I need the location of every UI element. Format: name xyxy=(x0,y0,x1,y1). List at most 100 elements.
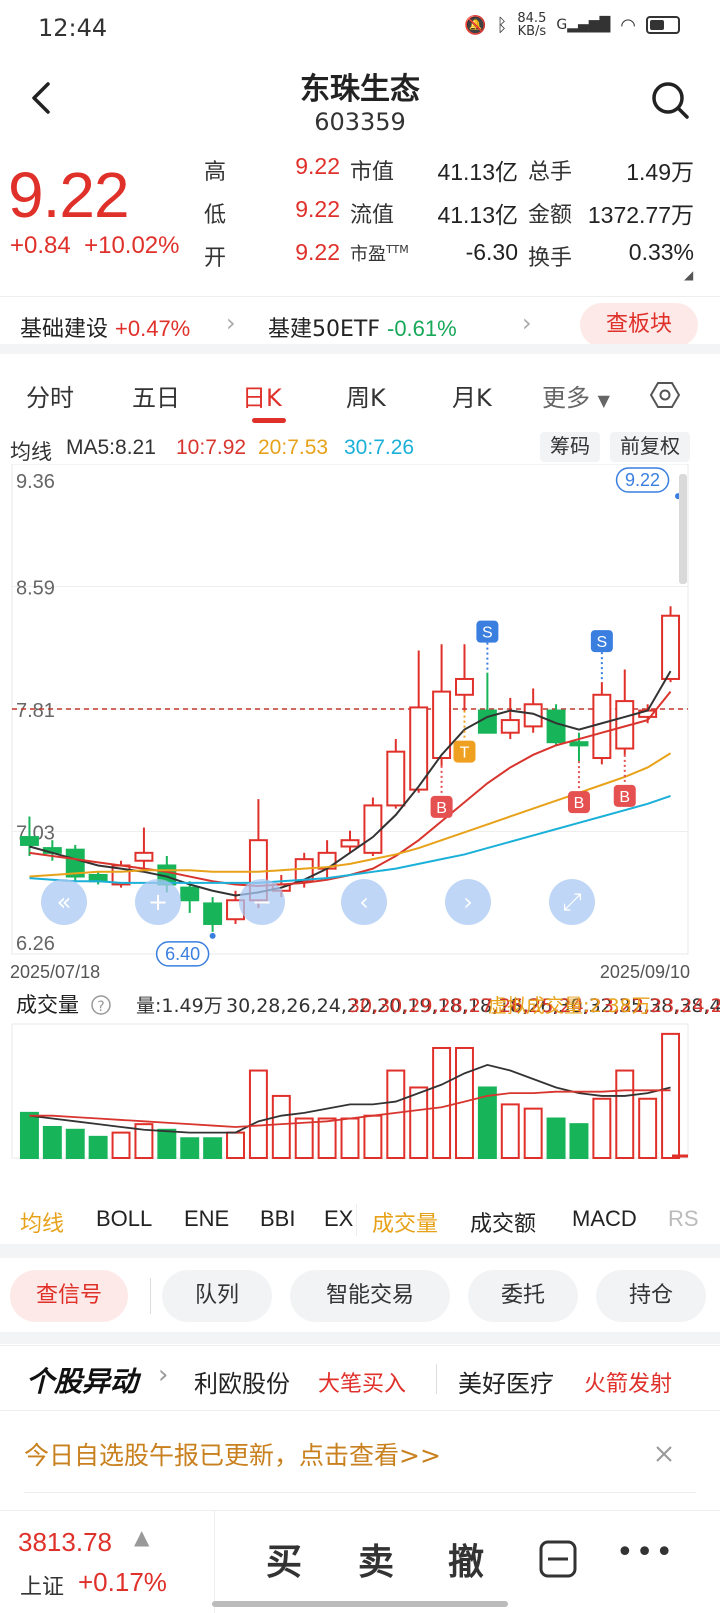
status-bar: 12:44 🔕 ᛒ 84.5 KB/s G▂▄▆█ ◠ xyxy=(0,0,720,56)
candle-body xyxy=(661,614,681,680)
zoom-minus-icon[interactable]: − xyxy=(239,879,285,925)
index-value[interactable]: 3813.78 xyxy=(18,1527,112,1557)
candle-body xyxy=(546,709,566,744)
period-tabs: 分时 五日 日K 周K 月K 更多 ▼ xyxy=(0,364,720,426)
scroll-left-icon[interactable]: ‹ xyxy=(341,879,387,925)
home-indicator xyxy=(212,1601,508,1607)
view-sector-button[interactable]: 查板块 xyxy=(580,303,698,347)
signal-marker-letter: T xyxy=(460,745,470,762)
check-signal-button[interactable]: 查信号 xyxy=(10,1270,128,1322)
stat-label: 市盈TTM xyxy=(350,243,409,265)
fullscreen-icon[interactable]: ⤢ xyxy=(549,879,595,925)
movers-logo: 个股异动 xyxy=(26,1365,139,1398)
stat-value: 9.22 xyxy=(295,196,340,222)
minus-box-icon[interactable] xyxy=(538,1539,578,1579)
adjust-button[interactable]: 前复权 xyxy=(610,432,690,462)
chart-control-button xyxy=(549,879,595,925)
ind-bbi[interactable]: BBI xyxy=(260,1206,296,1231)
stat-value: -6.30 xyxy=(465,239,518,265)
stock-movers-ticker[interactable]: 个股异动 › 利欧股份 大笔买入 美好医疗 火箭发射 xyxy=(0,1345,720,1411)
chips-button[interactable]: 筹码 xyxy=(540,432,600,462)
signal-marker-letter: S xyxy=(482,625,493,642)
low-price-tag xyxy=(155,941,210,967)
chevron-right-icon: › xyxy=(158,1360,169,1390)
candle-body xyxy=(523,703,543,728)
volume-bar xyxy=(203,1137,223,1159)
ind-boll[interactable]: BOLL xyxy=(96,1206,153,1231)
chart-control-glyph: › xyxy=(463,888,473,916)
search-icon[interactable] xyxy=(650,80,690,120)
bottom-trade-bar: 3813.78 ▲ 上证 +0.17% 买 卖 撤 ••• xyxy=(0,1510,720,1613)
ind-ma[interactable]: 均线 xyxy=(20,1211,65,1236)
notice-text[interactable]: 今日自选股午报已更新，点击查看>> xyxy=(24,1441,441,1470)
stat-label: 开 xyxy=(204,246,227,271)
sector-item-1[interactable]: 基础建设 +0.47% xyxy=(20,316,191,342)
volume-bar xyxy=(294,1117,314,1159)
more-icon[interactable]: ••• xyxy=(616,1535,676,1570)
caret-down-icon: ▼ xyxy=(597,391,610,410)
ind-macd[interactable]: MACD xyxy=(572,1206,637,1231)
volume-bar xyxy=(88,1135,108,1159)
divider xyxy=(24,1492,696,1493)
smart-trade-button[interactable]: 智能交易 xyxy=(290,1270,450,1322)
tab-intraday[interactable]: 分时 xyxy=(26,384,74,412)
sector-item-2[interactable]: 基建50ETF -0.61% xyxy=(268,316,457,342)
cancel-order-button[interactable]: 撤 xyxy=(448,1542,485,1583)
ind-volume[interactable]: 成交量 xyxy=(372,1211,439,1236)
volume-legend-item: 30,30,29,28,27,26,25,24,23,22,23,24,25,2… xyxy=(348,995,720,1017)
stock-code: 603359 xyxy=(314,108,406,136)
volume-bar xyxy=(615,1069,635,1159)
zoom-in-icon[interactable]: + xyxy=(135,879,181,925)
volume-bar xyxy=(157,1128,177,1160)
mover-tag-2: 火箭发射 xyxy=(584,1372,673,1397)
ind-amount[interactable]: 成交额 xyxy=(470,1211,537,1236)
ma10-value: 10:7.92 xyxy=(176,436,247,459)
tab-daily-k[interactable]: 日K xyxy=(242,384,282,412)
help-icon[interactable]: ? xyxy=(91,995,111,1015)
back-arrow-icon[interactable] xyxy=(22,78,62,118)
settings-hex-icon[interactable] xyxy=(650,380,680,410)
last-price: 9.22 xyxy=(8,159,130,231)
stock-name: 东珠生态 xyxy=(300,72,420,107)
notice-banner[interactable]: 今日自选股午报已更新，点击查看>> xyxy=(0,1414,720,1494)
signal-marker xyxy=(567,791,590,814)
volume-bar xyxy=(592,1097,612,1159)
candle-body xyxy=(294,858,314,883)
signal-buttons: 查信号 队列 智能交易 委托 持仓 xyxy=(0,1262,720,1332)
chart-control-glyph: « xyxy=(57,888,72,916)
stat-label-sup: TTM xyxy=(386,243,409,256)
candle-body xyxy=(477,709,497,734)
volume-legend-item: 量:1.49万 xyxy=(136,995,223,1017)
stat-label: 高 xyxy=(204,160,227,185)
positions-button[interactable]: 持仓 xyxy=(596,1270,706,1322)
stat-label: 低 xyxy=(204,203,227,228)
stat-value: 9.22 xyxy=(295,239,340,265)
zoom-out-fast-icon[interactable]: « xyxy=(41,879,87,925)
scroll-right-icon[interactable]: › xyxy=(445,879,491,925)
app-header: 东珠生态 603359 xyxy=(0,56,720,148)
ind-ex[interactable]: EX xyxy=(324,1206,354,1231)
ind-ene[interactable]: ENE xyxy=(184,1206,230,1231)
sell-button[interactable]: 卖 xyxy=(358,1542,395,1583)
tab-monthly-k[interactable]: 月K xyxy=(452,384,492,412)
tab-5day[interactable]: 五日 xyxy=(132,384,180,412)
y-tick-label: 8.59 xyxy=(16,578,55,600)
ind-rsi[interactable]: RS xyxy=(668,1206,699,1231)
stat-value: 9.22 xyxy=(295,153,340,179)
buy-button[interactable]: 买 xyxy=(266,1542,303,1583)
tab-more[interactable]: 更多 ▼ xyxy=(542,384,610,412)
ma-label[interactable]: 均线 xyxy=(10,441,52,464)
volume-bar xyxy=(432,1046,452,1159)
orders-button[interactable]: 委托 xyxy=(468,1270,578,1322)
queue-button[interactable]: 队列 xyxy=(162,1270,272,1322)
signal-marker-letter: B xyxy=(436,800,447,817)
close-icon[interactable] xyxy=(654,1444,674,1464)
ma20-line xyxy=(29,752,672,878)
volume-bar xyxy=(340,1117,360,1159)
chart-control-glyph: − xyxy=(252,888,272,916)
date-start-label: 2025/07/18 xyxy=(10,962,100,982)
mover-name-2: 美好医疗 xyxy=(458,1370,554,1398)
volume-bar xyxy=(409,1086,429,1160)
tab-weekly-k[interactable]: 周K xyxy=(346,384,386,412)
